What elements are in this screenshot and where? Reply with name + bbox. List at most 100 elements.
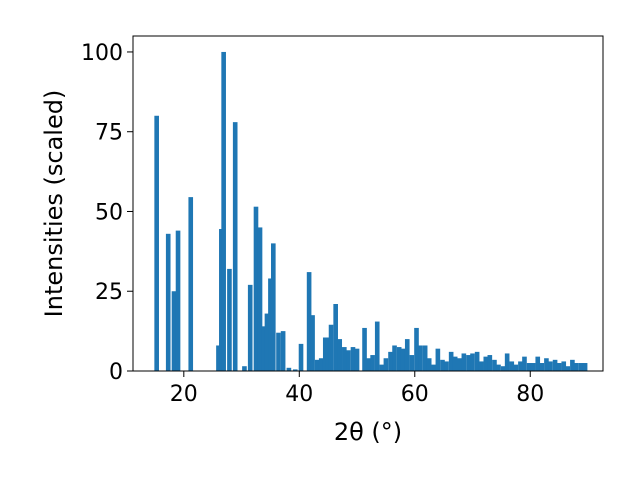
bar	[257, 227, 263, 371]
bar	[578, 363, 584, 371]
y-tick-label: 75	[95, 121, 123, 146]
bar	[461, 353, 467, 371]
bar	[518, 361, 523, 371]
bar	[314, 359, 320, 371]
bar	[404, 339, 410, 371]
bar	[370, 355, 375, 371]
y-tick-label: 100	[81, 41, 123, 66]
bar	[232, 122, 238, 371]
bar	[328, 324, 334, 371]
bar	[264, 313, 270, 371]
bar	[548, 361, 553, 371]
bar	[354, 348, 360, 371]
bar	[431, 364, 437, 371]
bar	[350, 347, 356, 371]
bar	[448, 351, 454, 371]
bar	[556, 363, 562, 371]
bar	[418, 345, 423, 371]
bar	[280, 331, 286, 371]
bar	[392, 345, 397, 371]
bar	[565, 366, 571, 371]
bar	[253, 206, 259, 371]
bar	[276, 332, 281, 371]
y-tick-label: 25	[95, 280, 123, 305]
bar	[268, 278, 273, 371]
bar	[379, 364, 385, 371]
bar	[271, 243, 276, 371]
bar	[544, 358, 549, 371]
bar	[466, 355, 471, 371]
bar	[261, 326, 266, 371]
bar	[333, 304, 338, 371]
bar	[504, 353, 510, 371]
bar	[409, 355, 415, 371]
x-tick-label: 60	[401, 382, 429, 407]
bar	[440, 359, 445, 371]
bar	[292, 369, 298, 371]
bar-series	[154, 51, 588, 371]
bar	[286, 367, 292, 371]
bar	[362, 327, 367, 371]
bar	[171, 291, 177, 371]
bar	[322, 337, 328, 371]
bar	[298, 343, 304, 371]
bar	[552, 359, 558, 371]
y-axis-label: Intensities (scaled)	[40, 90, 68, 318]
bar	[561, 361, 567, 371]
bar	[374, 321, 380, 371]
bar	[535, 356, 541, 371]
bar	[366, 358, 371, 371]
bar	[457, 358, 463, 371]
bar	[435, 348, 441, 371]
y-axis-ticks: 0 25 50 75 100	[81, 41, 133, 385]
x-tick-label: 80	[516, 382, 544, 407]
bar	[175, 230, 181, 371]
bar	[242, 366, 247, 371]
bar	[346, 350, 351, 371]
bar	[500, 366, 506, 371]
bar	[492, 359, 497, 371]
bar	[478, 361, 484, 371]
y-tick-label: 50	[95, 200, 123, 225]
bar	[444, 361, 449, 371]
bar	[574, 363, 579, 371]
bar	[383, 358, 389, 371]
bar	[570, 359, 575, 371]
bar	[426, 358, 432, 371]
bar	[414, 327, 419, 371]
bar	[522, 356, 527, 371]
bar	[306, 272, 312, 371]
bar	[487, 355, 493, 371]
bar	[452, 356, 458, 371]
bar	[388, 351, 393, 371]
bar	[216, 345, 221, 371]
bar	[227, 268, 232, 371]
bar	[154, 115, 159, 371]
x-tick-label: 40	[285, 382, 313, 407]
bar	[221, 51, 226, 371]
bar	[396, 347, 402, 371]
bar	[422, 345, 428, 371]
bar	[530, 363, 536, 371]
bar	[470, 353, 475, 371]
x-axis-label: 2θ (°)	[334, 418, 402, 446]
bar	[400, 348, 406, 371]
bar	[539, 363, 545, 371]
bar	[483, 356, 489, 371]
plot-frame	[132, 35, 604, 372]
bar	[165, 233, 171, 371]
bar	[513, 364, 519, 371]
y-tick-label: 0	[109, 360, 123, 385]
bar	[337, 339, 343, 371]
bar	[342, 347, 347, 371]
bar	[247, 284, 253, 371]
bar	[474, 351, 480, 371]
bar	[188, 197, 194, 371]
bar	[496, 364, 501, 371]
bar	[509, 361, 515, 371]
bar	[318, 358, 324, 371]
x-axis-ticks: 20 40 60 80	[170, 371, 544, 407]
bar	[310, 315, 315, 371]
bar	[582, 363, 588, 371]
